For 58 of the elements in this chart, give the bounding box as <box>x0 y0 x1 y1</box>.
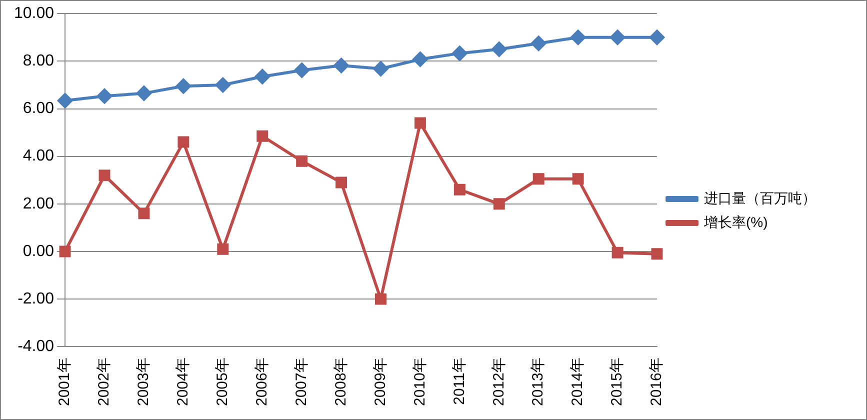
point <box>98 170 110 182</box>
y-tick-label: 0.00 <box>22 242 54 260</box>
x-tick-label: 2015年 <box>608 358 626 406</box>
x-tick-label: 2006年 <box>254 358 270 406</box>
point <box>373 61 388 76</box>
y-tick-label: 10.00 <box>14 5 54 22</box>
point <box>58 93 73 108</box>
point <box>492 42 507 57</box>
x-tick-label: 2011年 <box>450 358 468 405</box>
point <box>650 30 664 45</box>
x-tick-label: 2010年 <box>411 358 428 406</box>
point <box>334 58 349 73</box>
y-tick-label: -2.00 <box>18 290 54 308</box>
point <box>531 36 546 51</box>
legend-label: 增长率(%) <box>703 214 768 230</box>
point <box>254 69 270 84</box>
y-tick-label: -4.00 <box>18 338 54 356</box>
point <box>336 176 348 188</box>
point <box>59 246 71 258</box>
point <box>570 30 586 45</box>
point <box>572 173 584 185</box>
point <box>532 173 544 185</box>
x-tick-label: 2004年 <box>174 358 192 406</box>
point <box>610 30 626 45</box>
x-tick-label: 2005年 <box>214 358 232 406</box>
point <box>375 293 386 305</box>
x-tick-label: 2012年 <box>490 358 508 406</box>
point <box>651 248 663 260</box>
x-tick-label: 2001年 <box>56 358 74 406</box>
point <box>256 130 268 142</box>
point <box>217 243 229 255</box>
x-tick-label: 2008年 <box>332 358 350 406</box>
point <box>215 77 230 92</box>
x-tick-label: 2002年 <box>96 358 113 406</box>
point <box>296 155 308 167</box>
legend-label: 进口量（百万吨） <box>704 190 816 206</box>
x-tick-label: 2013年 <box>530 358 547 406</box>
point <box>454 184 466 196</box>
y-tick-label: 4.00 <box>22 148 54 165</box>
y-tick-label: 6.00 <box>22 100 54 118</box>
point <box>178 136 190 148</box>
x-tick-label: 2009年 <box>372 358 389 406</box>
x-tick-label: 2007年 <box>292 358 310 406</box>
x-tick-label: 2016年 <box>648 358 666 406</box>
point <box>176 78 191 94</box>
point <box>97 88 112 104</box>
y-tick-label: 8.00 <box>22 52 54 70</box>
point <box>452 46 468 61</box>
x-tick-label: 2014年 <box>569 358 586 406</box>
point <box>294 62 310 78</box>
point <box>612 246 624 258</box>
y-tick-label: 2.00 <box>22 195 54 212</box>
x-tick-label: 2003年 <box>135 358 152 406</box>
point <box>138 208 150 220</box>
point <box>412 52 428 67</box>
point <box>493 198 505 210</box>
point <box>136 86 152 101</box>
point <box>414 117 426 129</box>
